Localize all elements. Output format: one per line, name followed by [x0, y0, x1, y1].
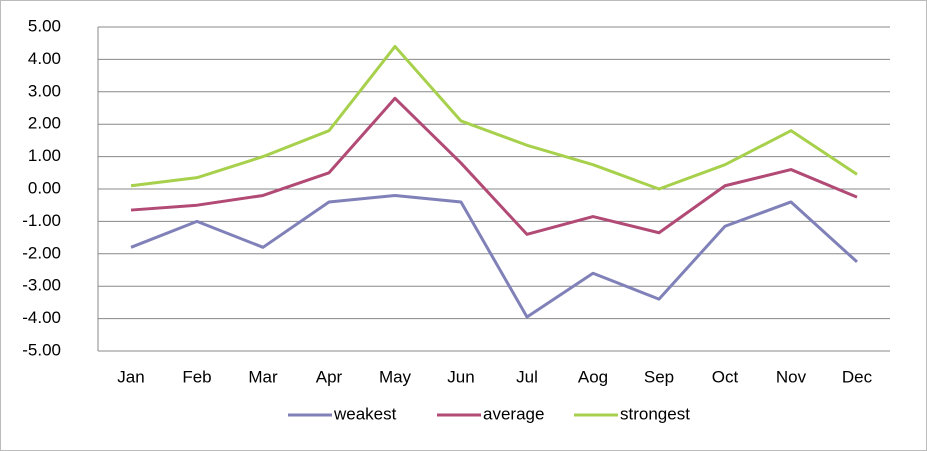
- series-line: [130, 96, 858, 236]
- x-tick-label: Apr: [316, 367, 343, 386]
- y-tick-label: -3.00: [22, 276, 61, 295]
- legend-label: average: [483, 404, 544, 423]
- y-tick-label: 0.00: [28, 178, 61, 197]
- legend-label: strongest: [620, 404, 690, 423]
- series-line: [130, 44, 858, 191]
- x-tick-label: Dec: [842, 367, 873, 386]
- y-tick-label: 5.00: [28, 16, 61, 35]
- x-tick-label: Jun: [447, 367, 474, 386]
- y-tick-label: 1.00: [28, 146, 61, 165]
- x-tick-label: Mar: [248, 367, 278, 386]
- x-tick-label: Oct: [712, 367, 739, 386]
- series-line: [130, 193, 859, 319]
- y-tick-label: 4.00: [28, 49, 61, 68]
- y-tick-label: -4.00: [22, 308, 61, 327]
- y-tick-label: -2.00: [22, 243, 61, 262]
- legend-label: weakest: [333, 404, 397, 423]
- x-tick-label: Nov: [776, 367, 807, 386]
- y-tick-label: -5.00: [22, 340, 61, 359]
- x-tick-label: Aog: [578, 367, 608, 386]
- y-tick-label: 3.00: [28, 81, 61, 100]
- x-tick-label: May: [379, 367, 412, 386]
- y-tick-label: 2.00: [28, 114, 61, 133]
- y-tick-label: -1.00: [22, 211, 61, 230]
- x-tick-label: Jan: [117, 367, 144, 386]
- x-tick-label: Sep: [644, 367, 674, 386]
- x-tick-label: Feb: [182, 367, 211, 386]
- x-tick-label: Jul: [516, 367, 538, 386]
